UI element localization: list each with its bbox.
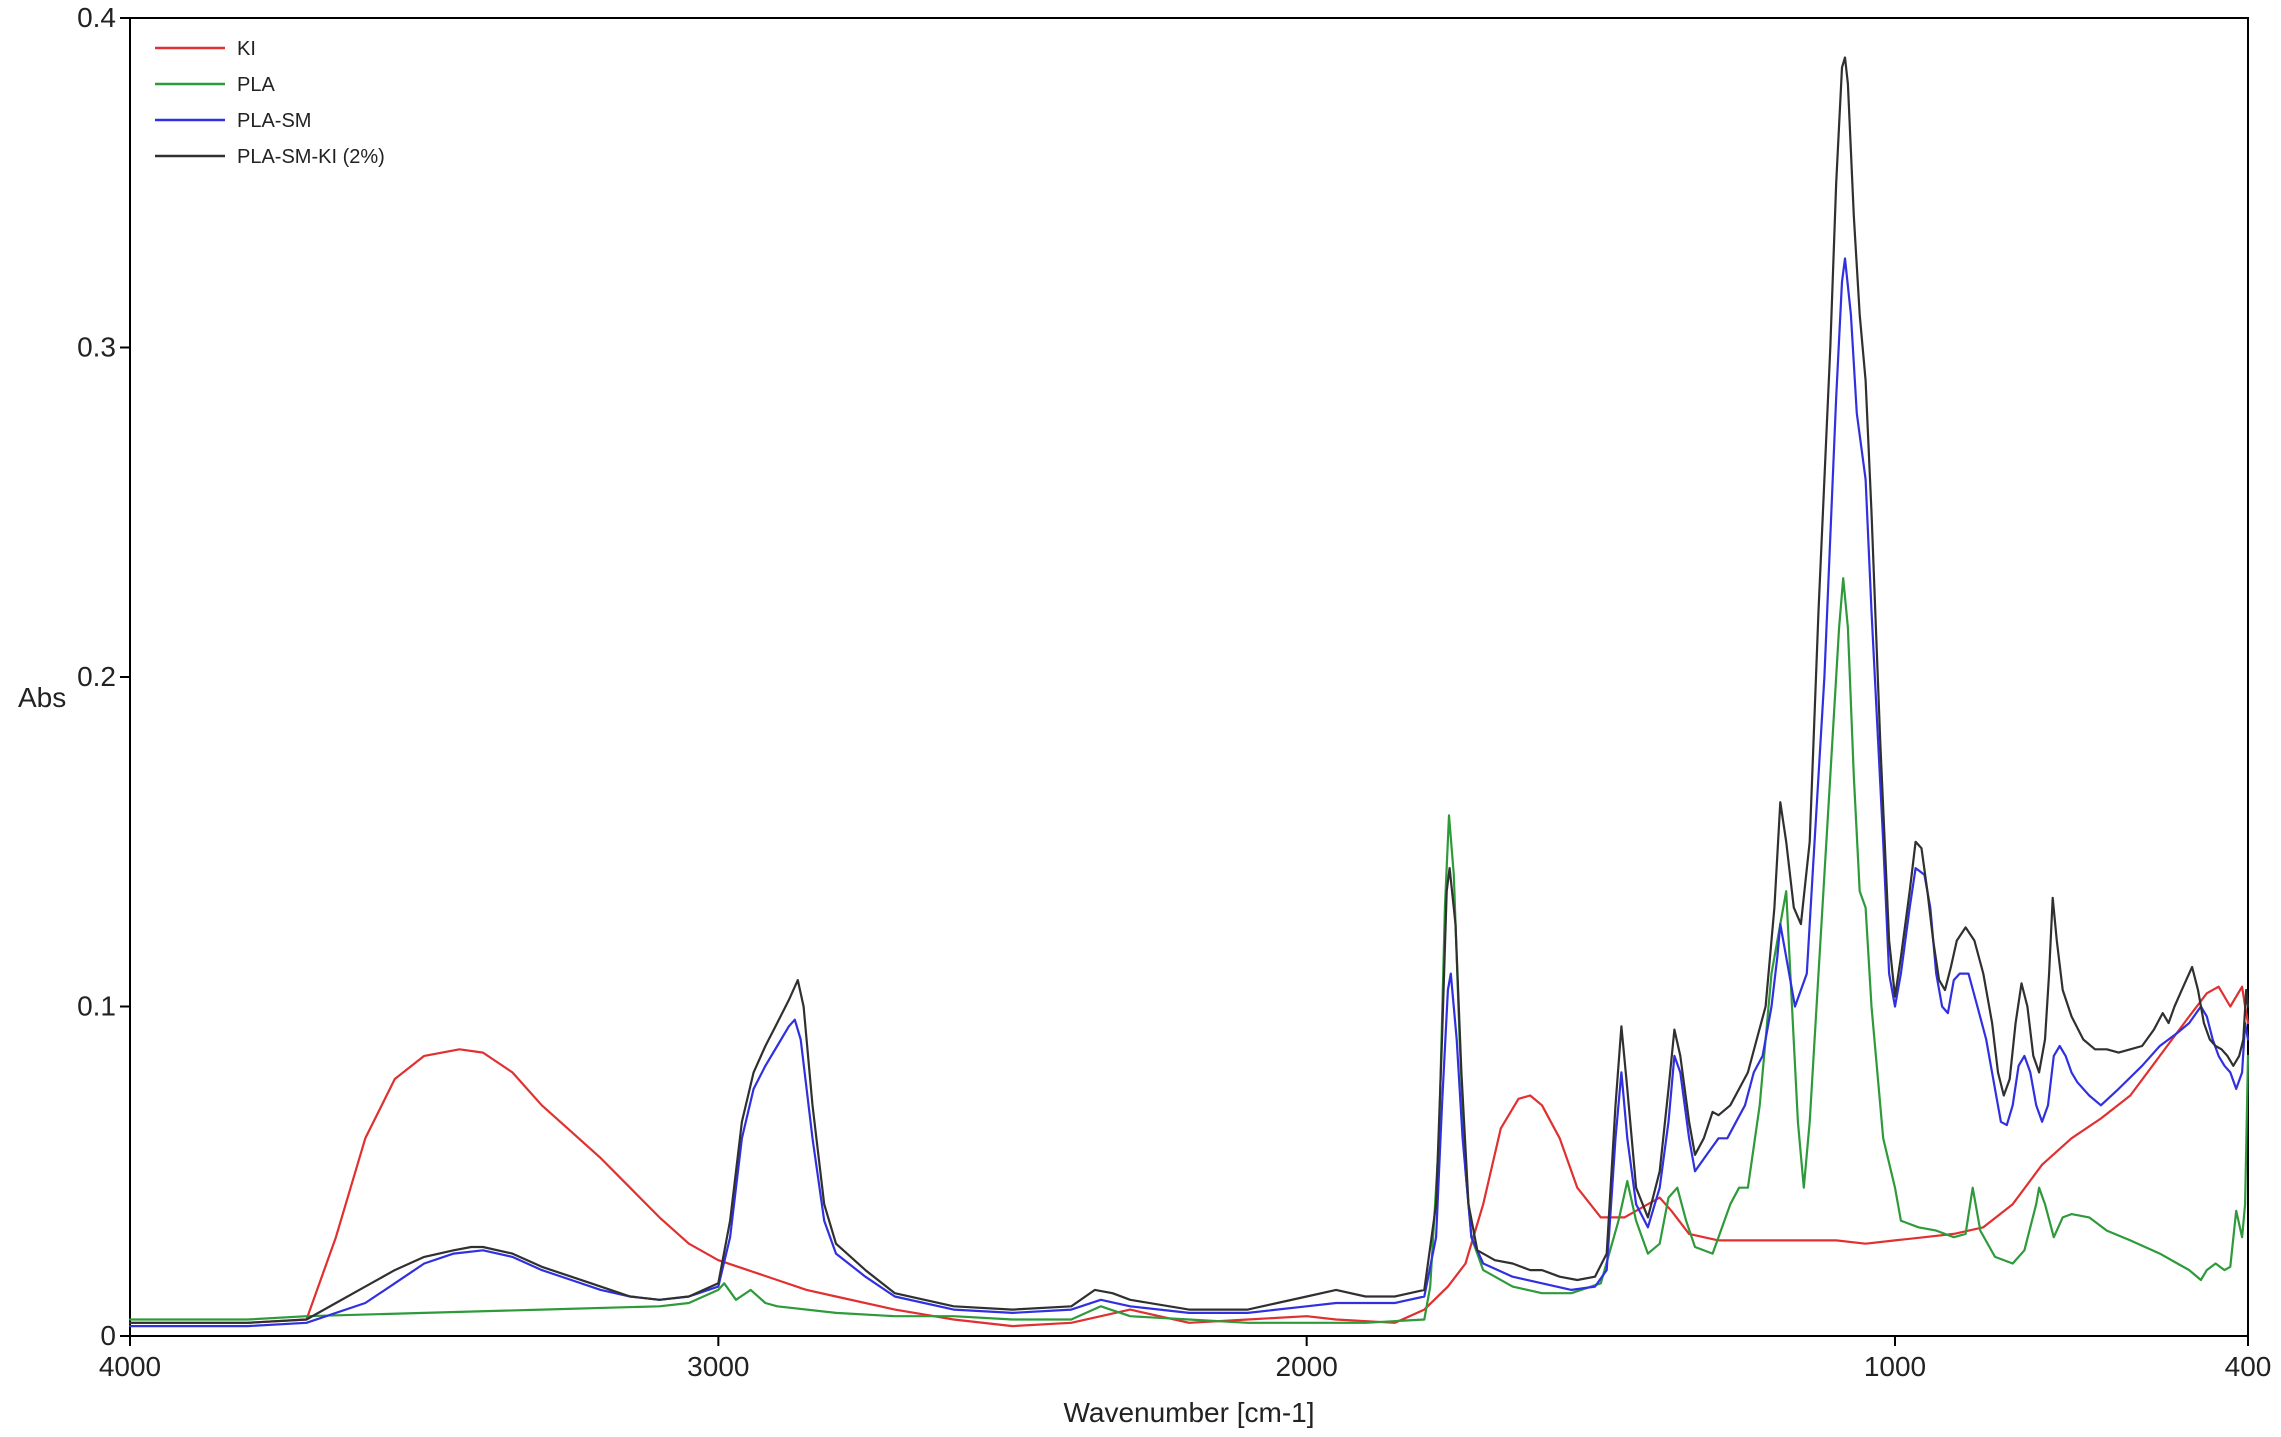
series-line-pla-sm-ki-2	[128, 56, 2250, 1324]
legend-label: KI	[237, 38, 256, 60]
series-line-ki	[128, 985, 2250, 1328]
y-tick-label: 0.3	[77, 332, 116, 363]
series-line-pla	[128, 577, 2250, 1324]
x-tick-label: 2000	[1276, 1351, 1338, 1382]
legend-label: PLA-SM	[237, 110, 311, 132]
x-tick-label: 1000	[1864, 1351, 1926, 1382]
x-tick-label: 400	[2225, 1351, 2272, 1382]
legend: KI PLA PLA-SM PLA-SM-KI (2%)	[155, 38, 385, 168]
y-tick-label: 0.1	[77, 991, 116, 1022]
y-axis-label: Abs	[18, 682, 66, 713]
x-axis-label: Wavenumber [cm-1]	[1063, 1397, 1314, 1428]
y-tick-label: 0.2	[77, 661, 116, 692]
y-ticks: 0 0.1 0.2 0.3 0.4	[77, 2, 130, 1351]
x-tick-label: 3000	[687, 1351, 749, 1382]
series-layer	[128, 56, 2250, 1328]
y-tick-label: 0	[100, 1320, 116, 1351]
y-tick-label: 0.4	[77, 2, 116, 33]
x-tick-label: 4000	[99, 1351, 161, 1382]
x-ticks: 4000 3000 2000 1000 400	[99, 1336, 2272, 1382]
legend-label: PLA-SM-KI (2%)	[237, 146, 385, 168]
series-line-pla-sm	[128, 257, 2250, 1328]
legend-label: PLA	[237, 74, 275, 96]
